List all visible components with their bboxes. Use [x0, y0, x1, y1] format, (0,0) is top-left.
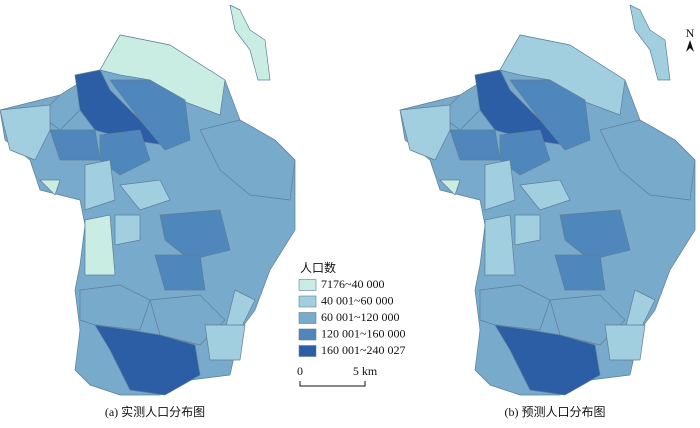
map-observed [0, 4, 296, 396]
caption: (a) 实测人口分布图 [105, 404, 205, 419]
map-predicted [399, 4, 696, 396]
north-label: N [686, 26, 695, 40]
caption: (b) 预测人口分布图 [505, 405, 606, 419]
legend-swatch [298, 279, 317, 291]
legend-label: 60 001~120 000 [321, 310, 400, 324]
north-arrow: N [686, 26, 695, 52]
legend-label: 7176~40 000 [321, 277, 385, 291]
scale-bar: 0 5 km [297, 364, 378, 387]
legend-swatch [298, 328, 317, 341]
legend-swatch [298, 345, 317, 357]
legend-label: 160 001~240 027 [321, 343, 406, 357]
scale-end: 5 km [353, 364, 378, 378]
legend: 人口数 7176~40 000 40 001~60 000 60 001~120 0… [298, 260, 406, 357]
legend-title: 人口数 [300, 260, 336, 275]
legend-swatch [298, 295, 317, 308]
scale-start: 0 [297, 364, 303, 378]
legend-label: 40 001~60 000 [321, 293, 394, 307]
legend-label: 120 001~160 000 [321, 326, 406, 340]
legend-swatch [298, 312, 317, 324]
